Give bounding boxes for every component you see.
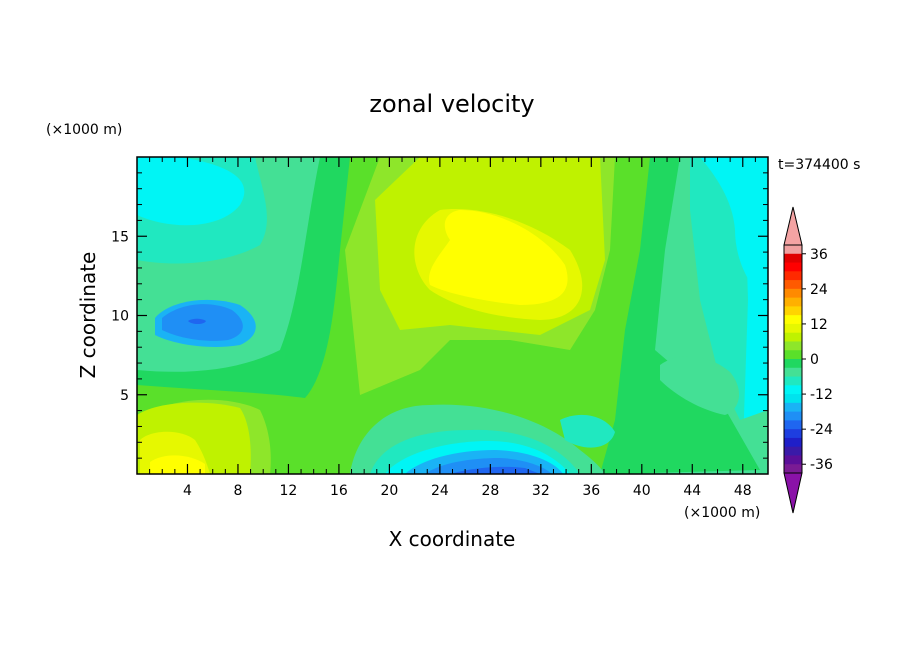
colorbar-segment (784, 280, 802, 290)
chart-title: zonal velocity (369, 90, 534, 118)
y-tick-label: 5 (120, 388, 129, 404)
colorbar-segment (784, 394, 802, 404)
colorbar-segment (784, 262, 802, 272)
colorbar-segment (784, 341, 802, 351)
x-tick-label: 36 (582, 483, 600, 499)
x-tick-label: 44 (683, 483, 701, 499)
colorbar-segment (784, 429, 802, 439)
colorbar-under-triangle (783, 472, 803, 514)
colorbar-tick-label: -12 (810, 387, 833, 403)
x-axis-label: X coordinate (389, 527, 516, 551)
x-tick-label: 8 (233, 483, 242, 499)
colorbar-segment (784, 245, 802, 255)
colorbar-segment (784, 315, 802, 325)
colorbar-segment (784, 464, 802, 474)
x-tick-label: 20 (380, 483, 398, 499)
time-label: t=374400 s (778, 157, 860, 173)
colorbar-segment (784, 350, 802, 360)
contour-band (660, 356, 740, 415)
x-tick-label: 40 (633, 483, 651, 499)
colorbar-segment (784, 332, 802, 342)
contour-band (450, 466, 540, 474)
colorbar-tick-label: -36 (810, 457, 833, 473)
colorbar-segment (784, 446, 802, 456)
colorbar-segment (784, 455, 802, 465)
contour-band (429, 210, 568, 305)
colorbar-tick-label: 24 (810, 282, 828, 298)
x-tick-label: 48 (734, 483, 752, 499)
colorbar-tick-label: -24 (810, 422, 833, 438)
colorbar-tick-label: 36 (810, 247, 828, 263)
colorbar-segment (784, 385, 802, 395)
colorbar: 36 24 12 0 -12 -24 -36 (783, 206, 833, 514)
colorbar-segment (784, 411, 802, 421)
y-unit-label: (×1000 m) (46, 122, 122, 138)
x-tick-label: 24 (431, 483, 449, 499)
colorbar-segment (784, 420, 802, 430)
contour-field (137, 157, 768, 474)
colorbar-segment (784, 402, 802, 413)
y-tick-label: 15 (111, 229, 129, 245)
x-tick-label: 16 (330, 483, 348, 499)
colorbar-segment (784, 437, 802, 448)
x-tick-label: 28 (481, 483, 499, 499)
y-tick-label: 10 (111, 309, 129, 325)
x-tick-label: 4 (183, 483, 192, 499)
contour-band (700, 157, 768, 300)
colorbar-tick-label: 0 (810, 352, 819, 368)
contour-band (188, 318, 206, 324)
colorbar-segment (784, 367, 802, 378)
contour-band (150, 455, 205, 474)
colorbar-segment (784, 253, 802, 264)
contour-band (560, 414, 615, 448)
x-unit-label: (×1000 m) (684, 505, 760, 521)
colorbar-segment (784, 306, 802, 316)
colorbar-segment (784, 376, 802, 386)
colorbar-segment (784, 323, 802, 334)
colorbar-segment (784, 288, 802, 299)
x-tick-label: 32 (532, 483, 550, 499)
x-tick-label: 12 (280, 483, 298, 499)
colorbar-segment (784, 271, 802, 281)
colorbar-tick-label: 12 (810, 317, 828, 333)
colorbar-segment (784, 297, 802, 307)
colorbar-segment (784, 359, 802, 369)
y-axis-label: Z coordinate (76, 252, 100, 379)
colorbar-over-triangle (783, 206, 803, 246)
